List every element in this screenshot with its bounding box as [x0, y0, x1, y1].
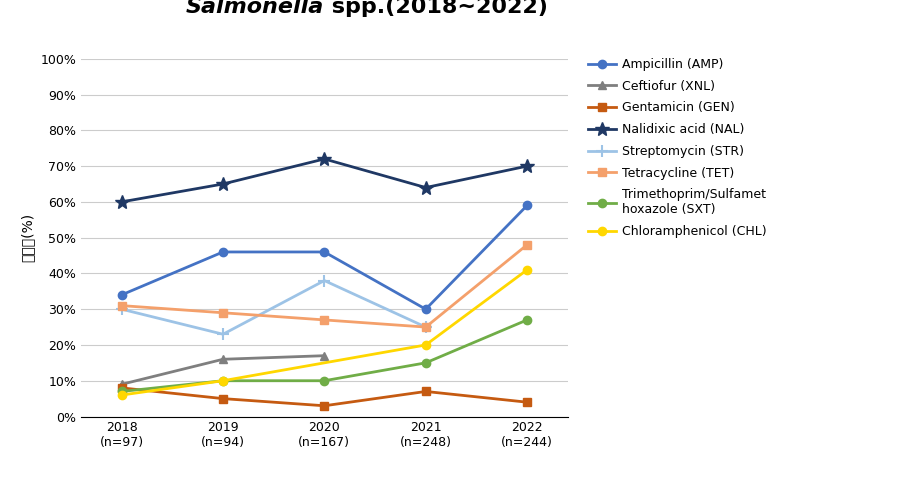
Text: spp.(2018~2022): spp.(2018~2022) — [324, 0, 548, 17]
Y-axis label: 내성률(%): 내성률(%) — [21, 213, 35, 262]
Text: Salmonella: Salmonella — [187, 0, 324, 17]
Legend: Ampicillin (AMP), Ceftiofur (XNL), Gentamicin (GEN), Nalidixic acid (NAL), Strep: Ampicillin (AMP), Ceftiofur (XNL), Genta… — [588, 58, 767, 238]
